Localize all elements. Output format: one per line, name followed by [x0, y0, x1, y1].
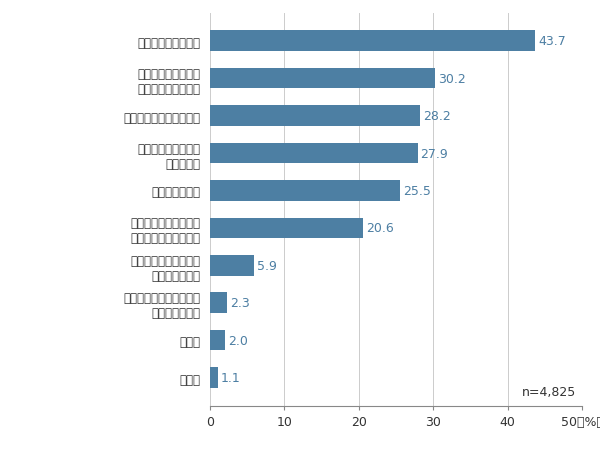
- Bar: [210, 255, 254, 276]
- Bar: [210, 330, 225, 351]
- Text: n=4,825: n=4,825: [522, 385, 577, 398]
- Bar: [210, 106, 420, 127]
- Text: 20.6: 20.6: [366, 222, 394, 235]
- Bar: [210, 143, 418, 164]
- Text: 43.7: 43.7: [538, 35, 566, 48]
- Text: 30.2: 30.2: [437, 73, 466, 86]
- Bar: [210, 32, 535, 52]
- Text: 2.0: 2.0: [228, 334, 248, 347]
- Text: 2.3: 2.3: [230, 297, 250, 309]
- Bar: [210, 69, 434, 89]
- Bar: [210, 293, 227, 313]
- Text: 27.9: 27.9: [421, 147, 448, 160]
- Text: 5.9: 5.9: [257, 259, 277, 272]
- Bar: [210, 218, 363, 239]
- Text: 28.2: 28.2: [423, 110, 451, 123]
- Bar: [210, 368, 218, 388]
- Text: 1.1: 1.1: [221, 371, 241, 384]
- Bar: [210, 181, 400, 201]
- Text: 25.5: 25.5: [403, 184, 431, 198]
